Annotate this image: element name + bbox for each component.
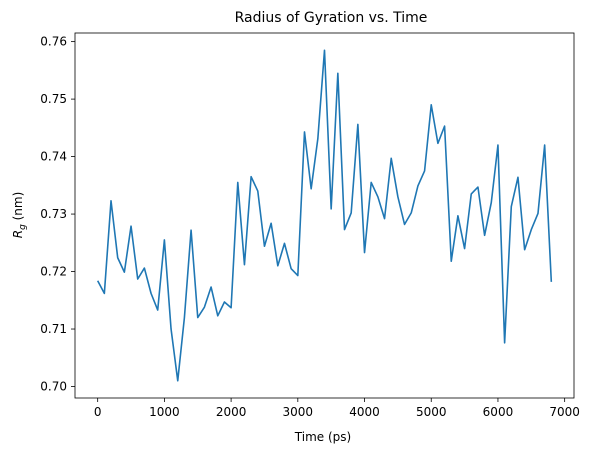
y-tick-label: 0.75 <box>40 92 67 106</box>
x-tick-label: 0 <box>94 405 102 419</box>
chart-title: Radius of Gyration vs. Time <box>235 10 428 26</box>
x-tick-label: 7000 <box>549 405 580 419</box>
x-tick-label: 5000 <box>416 405 447 419</box>
x-axis: 0 1000 2000 3000 4000 5000 6000 7000 <box>94 398 580 419</box>
series-line <box>96 49 553 382</box>
y-axis-label-main: R <box>11 230 25 238</box>
y-axis-label: Rg (nm) <box>11 192 28 239</box>
x-tick-label: 3000 <box>283 405 314 419</box>
x-tick-label: 1000 <box>149 405 180 419</box>
y-axis-label-unit: (nm) <box>11 192 25 224</box>
y-tick-label: 0.70 <box>40 380 67 394</box>
y-tick-label: 0.73 <box>40 207 67 221</box>
y-axis: 0.70 0.71 0.72 0.73 0.74 0.75 0.76 <box>40 35 75 394</box>
x-tick-label: 2000 <box>216 405 247 419</box>
x-axis-label: Time (ps) <box>294 430 351 444</box>
plot-frame <box>74 32 575 399</box>
y-tick-label: 0.71 <box>40 322 67 336</box>
y-tick-label: 0.76 <box>40 35 67 49</box>
y-tick-label: 0.72 <box>40 265 67 279</box>
x-tick-label: 4000 <box>349 405 380 419</box>
y-tick-label: 0.74 <box>40 150 67 164</box>
y-axis-label-sub: g <box>18 224 28 230</box>
x-tick-label: 6000 <box>483 405 514 419</box>
